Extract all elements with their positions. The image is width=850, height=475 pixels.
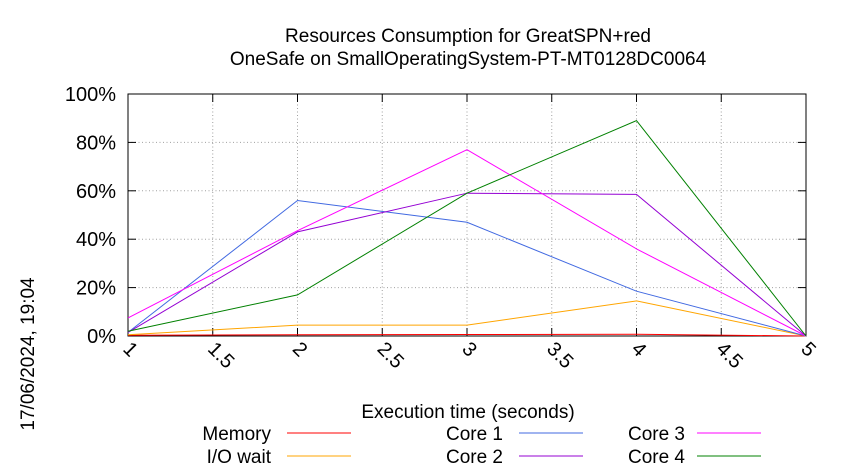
- x-tick-label: 3: [457, 338, 480, 361]
- axis-ticks: 0% 20% 40% 60% 80% 100% 1 1.5 2 2.5 3 3.5 4 4.5 5: [65, 84, 820, 373]
- series-line-core-4: [127, 119, 807, 337]
- x-tick-label: 2: [288, 338, 311, 361]
- x-tick-label: 2.5: [373, 338, 408, 373]
- y-tick-label: 0%: [87, 326, 116, 348]
- x-axis-label: Execution time (seconds): [361, 402, 574, 423]
- y-tick-label: 20%: [76, 278, 116, 300]
- x-tick-label: 3.5: [542, 338, 577, 373]
- series-line-memory: [127, 333, 807, 337]
- legend-label: Core 4: [628, 447, 685, 468]
- legend-label: Memory: [202, 424, 271, 445]
- y-tick-label: 80%: [76, 132, 116, 154]
- y-tick-label: 100%: [65, 84, 116, 106]
- series-line-i-o-wait: [127, 300, 807, 337]
- y-tick-label: 60%: [76, 181, 116, 203]
- legend-label: I/O wait: [207, 447, 272, 468]
- series-line-core-1: [127, 199, 807, 337]
- legend-label: Core 2: [446, 447, 503, 468]
- chart-title: Resources Consumption for GreatSPN+red: [285, 26, 651, 47]
- x-tick-label: 5: [796, 338, 819, 361]
- grid: [128, 94, 806, 336]
- x-tick-label: 4: [627, 338, 650, 361]
- x-tick-label: 1: [118, 338, 141, 361]
- y-tick-label: 40%: [76, 229, 116, 251]
- legend-label: Core 3: [628, 424, 685, 445]
- legend-label: Core 1: [446, 424, 503, 445]
- series-lines: [127, 119, 807, 337]
- x-tick-label: 1.5: [203, 338, 238, 373]
- plot-frame: [127, 93, 807, 337]
- x-tick-label: 4.5: [712, 338, 747, 373]
- timestamp: 17/06/2024, 19:04: [18, 277, 39, 431]
- chart-subtitle: OneSafe on SmallOperatingSystem-PT-MT012…: [230, 49, 707, 70]
- series-line-core-3: [127, 149, 807, 337]
